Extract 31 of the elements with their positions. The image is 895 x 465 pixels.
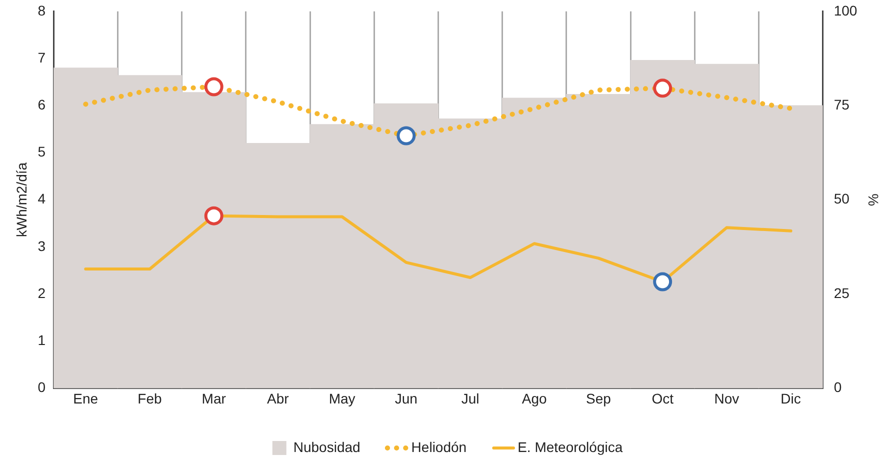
x-tick-label: Ago — [522, 390, 548, 406]
y-tick-label: 4 — [38, 190, 46, 207]
y2-tick-label: 0 — [834, 379, 842, 396]
y-tick-label: 8 — [38, 2, 46, 18]
y2-axis-title: % — [866, 194, 882, 206]
x-tick-label: Abr — [267, 390, 290, 406]
legend-label: E. Meteorológica — [518, 438, 623, 455]
y2-tick-label: 100 — [834, 2, 858, 18]
x-tick-label: Nov — [714, 390, 740, 406]
y-tick-label: 3 — [38, 238, 46, 254]
x-tick-label: May — [328, 390, 356, 406]
y-tick-label: 2 — [38, 284, 46, 301]
y-tick-label: 0 — [38, 379, 46, 396]
y-tick-label: 5 — [38, 144, 46, 160]
y2-tick-label: 25 — [834, 284, 850, 301]
x-tick-label: Oct — [652, 390, 674, 406]
y2-tick-label: 75 — [834, 96, 850, 112]
x-tick-label: Ene — [73, 390, 98, 406]
x-tick-label: Jul — [461, 390, 480, 406]
legend-label: Nubosidad — [293, 438, 360, 455]
x-tick-label: Jun — [394, 390, 418, 406]
y-tick-label: 1 — [38, 332, 46, 348]
y2-tick-label: 50 — [834, 190, 850, 207]
x-tick-label: Dic — [780, 390, 801, 406]
x-tick-label: Feb — [138, 390, 162, 406]
y-axis-title: kWh/m2/día — [13, 162, 30, 238]
x-tick-label: Sep — [586, 390, 612, 406]
x-tick-label: Mar — [202, 390, 226, 406]
y-tick-label: 7 — [38, 49, 46, 66]
legend-label: Heliodón — [411, 438, 467, 455]
y-tick-label: 6 — [38, 96, 46, 112]
